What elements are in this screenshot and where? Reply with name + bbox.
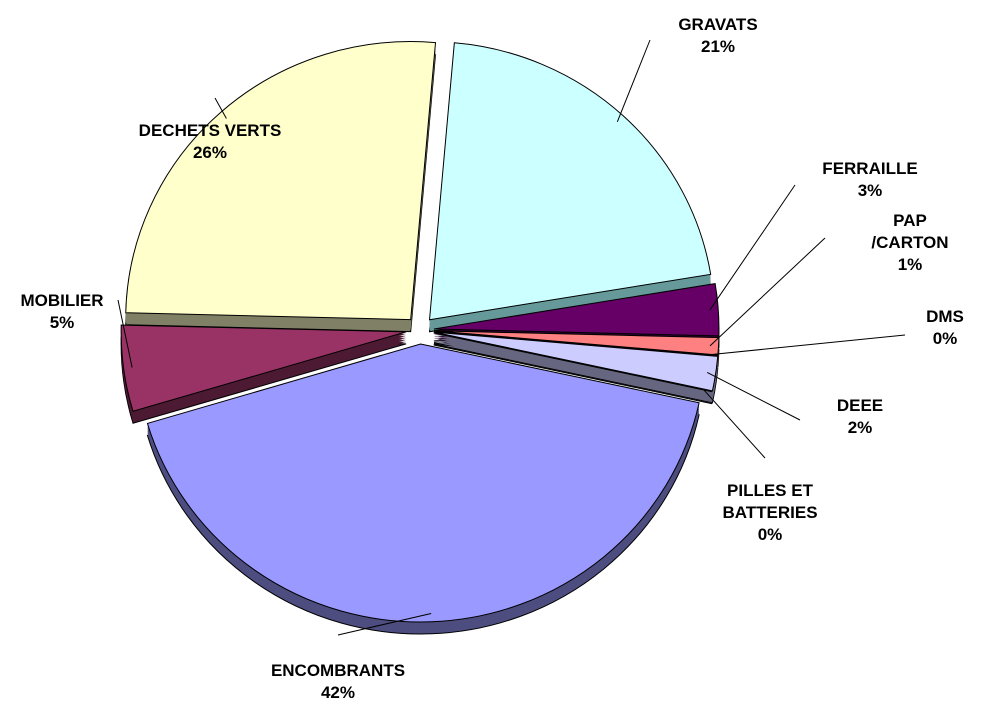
slice-value: 42% bbox=[320, 683, 356, 702]
slice-name: GRAVATS bbox=[678, 15, 758, 34]
leader-line bbox=[117, 299, 133, 368]
slice-side bbox=[433, 344, 713, 405]
slice bbox=[428, 42, 712, 321]
leader-line bbox=[706, 371, 801, 421]
slice bbox=[125, 41, 437, 321]
slice-value: 2% bbox=[847, 418, 873, 437]
slice-side bbox=[433, 336, 718, 395]
slice-side bbox=[433, 340, 718, 399]
slice-label: ENCOMBRANTS 42% bbox=[271, 660, 405, 704]
slice-side bbox=[433, 338, 718, 397]
slice-label: DMS 0% bbox=[926, 306, 964, 350]
slice bbox=[146, 343, 700, 623]
slice bbox=[433, 283, 720, 337]
slice bbox=[433, 331, 719, 392]
slice-name: DMS bbox=[926, 307, 964, 326]
slice-name: PAP /CARTON bbox=[871, 211, 949, 252]
slice-value: 0% bbox=[757, 525, 783, 544]
leader-line bbox=[337, 612, 432, 636]
slice-value: 26% bbox=[192, 143, 228, 162]
slice-label: DEEE 2% bbox=[837, 395, 883, 439]
slice-name: FERRAILLE bbox=[822, 159, 918, 178]
slice-name: DEEE bbox=[836, 396, 884, 415]
slice-label: PAP /CARTON 1% bbox=[871, 210, 950, 276]
slice-value: 0% bbox=[932, 329, 958, 348]
slice-value: 1% bbox=[897, 255, 923, 274]
leader-line bbox=[703, 389, 766, 459]
slice-name: MOBILIER bbox=[20, 291, 104, 310]
slice-side bbox=[433, 343, 719, 404]
slice bbox=[433, 330, 718, 356]
slice-name: ENCOMBRANTS bbox=[270, 661, 406, 680]
slice-name: PILLES ET BATTERIES bbox=[722, 481, 818, 522]
slice-value: 21% bbox=[700, 37, 736, 56]
slice bbox=[433, 332, 713, 393]
slice-label: FERRAILLE 3% bbox=[822, 158, 917, 202]
leader-line bbox=[709, 184, 796, 311]
slice-label: MOBILIER 5% bbox=[20, 290, 103, 334]
slice-value: 3% bbox=[857, 181, 883, 200]
leader-line bbox=[616, 39, 651, 123]
slice-value: 5% bbox=[49, 313, 75, 332]
slice-side bbox=[433, 342, 718, 401]
leader-line bbox=[709, 237, 826, 347]
leader-line bbox=[709, 334, 906, 356]
slice-label: PILLES ET BATTERIES 0% bbox=[705, 480, 835, 546]
slice-label: DECHETS VERTS 26% bbox=[139, 120, 282, 164]
slice-label: GRAVATS 21% bbox=[678, 14, 757, 58]
slice-name: DECHETS VERTS bbox=[138, 121, 282, 140]
slice bbox=[120, 324, 407, 412]
leader-line bbox=[214, 97, 227, 119]
